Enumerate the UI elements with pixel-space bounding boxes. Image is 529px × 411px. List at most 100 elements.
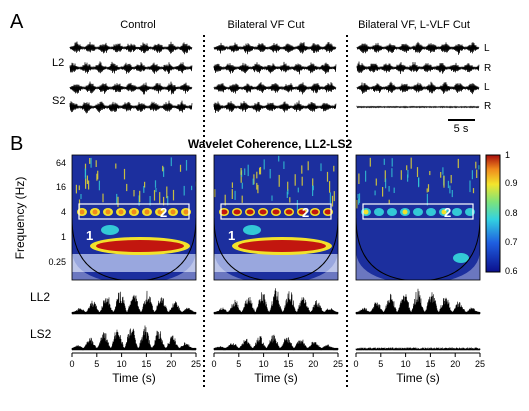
speckle: [358, 173, 360, 184]
trace-c0-r3: [69, 100, 193, 114]
speckle: [185, 160, 188, 171]
speckle: [163, 196, 165, 206]
trace-c1-r2: [213, 82, 337, 95]
x-tick-10: 10: [259, 359, 269, 369]
speckle: [234, 190, 236, 200]
speckle: [407, 174, 409, 182]
colorbar-tick-0-9: 0.9: [505, 178, 518, 188]
speckle: [427, 184, 430, 192]
speckle: [259, 167, 262, 175]
col-title-bilateral-vf-cut: Bilateral VF Cut: [227, 19, 304, 31]
speckle: [163, 167, 165, 177]
trace-c0-r0: [69, 41, 193, 55]
speckle: [358, 193, 361, 203]
col-title-control: Control: [120, 19, 155, 31]
speckle: [102, 193, 104, 203]
speckle: [472, 188, 475, 194]
speckle: [297, 187, 299, 193]
speckle: [84, 169, 87, 180]
speckle: [429, 171, 431, 176]
trace-label-s2: S2: [52, 95, 65, 107]
x-tick-25: 25: [475, 359, 485, 369]
side-label-l-1: L: [484, 43, 490, 54]
speckle: [241, 195, 243, 203]
speckle: [443, 175, 445, 188]
speckle: [166, 186, 168, 199]
speckle: [388, 199, 390, 205]
speckle: [384, 170, 386, 182]
speckle: [240, 171, 242, 183]
cone-of-influence: [356, 217, 480, 280]
cone-of-influence: [72, 217, 196, 280]
region-label-1: 1: [86, 228, 93, 243]
speckle: [89, 158, 91, 164]
col-title-bilateral-vf-lvlf-cut: Bilateral VF, L-VLF Cut: [358, 19, 470, 31]
speckle: [116, 193, 118, 205]
trace-c2-r3: [356, 105, 480, 109]
speckle: [179, 164, 182, 172]
cone-shade-right: [307, 250, 338, 280]
speckle: [365, 170, 367, 182]
coherence-map-0: [72, 155, 196, 280]
speckle: [286, 191, 288, 198]
speckle: [375, 178, 377, 186]
speckle: [478, 165, 480, 170]
band1-patch: [243, 225, 261, 235]
speckle: [450, 175, 452, 184]
x-tick-10: 10: [401, 359, 411, 369]
panel-a-letter: A: [10, 11, 24, 33]
speckle: [191, 185, 193, 191]
speckle: [80, 194, 82, 200]
speckle: [440, 172, 442, 178]
band2-blob: [374, 208, 384, 216]
band2-core: [246, 209, 254, 215]
band2-blob: [426, 208, 436, 216]
band2-core: [259, 209, 267, 215]
panel-a: A Control Bilateral VF Cut Bilateral VF,…: [10, 11, 491, 135]
outside-cone-band: [72, 254, 196, 272]
colorbar: [485, 154, 501, 273]
cone-shade-right: [449, 250, 480, 280]
speckle: [426, 193, 428, 206]
trace-c2-r0: [356, 41, 480, 55]
speckle: [301, 165, 303, 174]
speckle: [400, 170, 402, 180]
x-axes: 0 5 10 15 20 25 Time (s) 0 5 10 15 20 25 Time (s) 0 5 10…: [69, 352, 485, 385]
speckle: [170, 157, 172, 167]
x-axis-title: Time (s): [254, 371, 298, 385]
speckle: [331, 195, 334, 207]
x-tick-15: 15: [425, 359, 435, 369]
speckle: [294, 174, 296, 186]
panel-b-letter: B: [10, 133, 23, 155]
band2-core: [144, 209, 150, 215]
speckle: [263, 159, 265, 170]
trace-c0-r2: [69, 81, 193, 95]
row-label-ll2: LL2: [30, 290, 50, 304]
speckle: [357, 194, 359, 199]
envelope-c0-ls2: [71, 325, 197, 351]
x-tick-5: 5: [236, 359, 241, 369]
envelope-c1-ll2: [213, 288, 339, 315]
band2-blob: [452, 208, 462, 216]
trace-c1-r1: [213, 61, 337, 75]
speckle: [143, 185, 145, 193]
band2-blob: [413, 208, 423, 216]
band2-core: [272, 209, 280, 215]
speckle: [78, 185, 80, 191]
envelope-traces: [71, 288, 481, 351]
coherence-title: Wavelet Coherence, LL2-LS2: [188, 137, 353, 151]
x-tick-25: 25: [333, 359, 343, 369]
speckle: [159, 192, 161, 204]
speckle: [312, 185, 314, 191]
x-tick-5: 5: [94, 359, 99, 369]
speckle: [95, 160, 97, 167]
x-tick-20: 20: [166, 359, 176, 369]
speckle: [476, 169, 478, 178]
speckle: [442, 167, 444, 175]
speckle: [224, 194, 226, 206]
trace-c2-r1: [356, 61, 480, 75]
speckle: [333, 191, 335, 202]
speckle: [214, 189, 216, 198]
band2-core: [363, 209, 369, 215]
